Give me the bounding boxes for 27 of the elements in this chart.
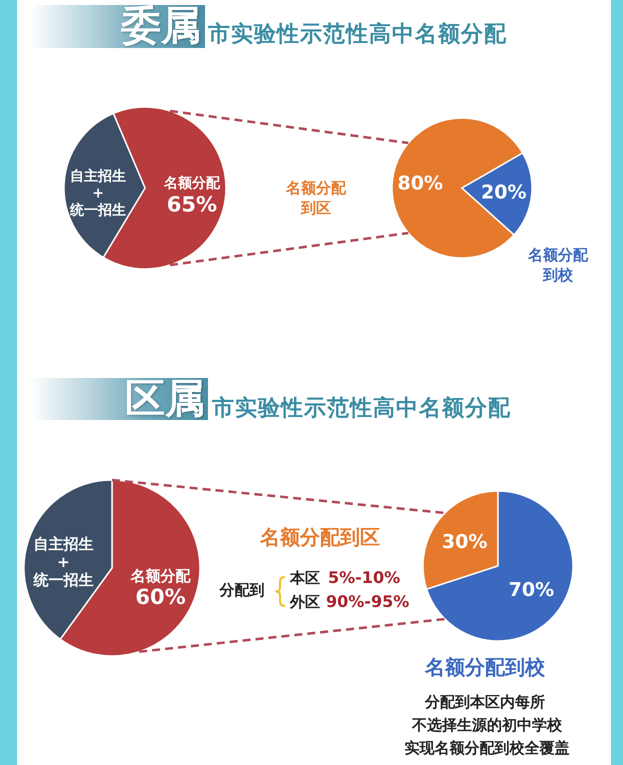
slice-label: 自主招生 + 统一招生 [69, 168, 126, 219]
text: 外区 [289, 593, 320, 611]
chart-title: 委属 [121, 3, 201, 49]
data-label: 80% [397, 172, 443, 195]
data-label: 20% [481, 181, 527, 204]
data-label: 30% [442, 530, 488, 553]
text: 本区 [289, 569, 320, 587]
slice-label: 名额分配到区 [285, 179, 347, 217]
text: 分配到本区内每所 [424, 693, 545, 711]
slice-label: 名额分配 [162, 174, 221, 192]
slice-label: 名额分配 [130, 566, 192, 585]
slice-label: 自主招生 + 统一招生 [32, 535, 94, 590]
data-label: 65% [166, 192, 217, 216]
data-label: 60% [135, 584, 186, 609]
text: 市实验性示范性高中名额分配 [212, 396, 511, 422]
text: 不选择生源的初中学校 [411, 716, 563, 734]
text: 实现名额分配到校全覆盖 [404, 739, 570, 757]
pie-slice [426, 490, 574, 642]
chart-title: 区属 [125, 376, 205, 422]
text: 5%-10% [328, 568, 400, 587]
text: 市实验性示范性高中名额分配 [208, 22, 507, 48]
text: 90%-95% [326, 592, 410, 611]
slice-label: 名额分配到校 [424, 655, 546, 679]
data-label: 70% [508, 579, 554, 602]
text: 分配到 [218, 581, 264, 599]
slice-label: 名额分配到区 [259, 525, 380, 549]
slice-label: 名额分配到校 [527, 246, 589, 284]
